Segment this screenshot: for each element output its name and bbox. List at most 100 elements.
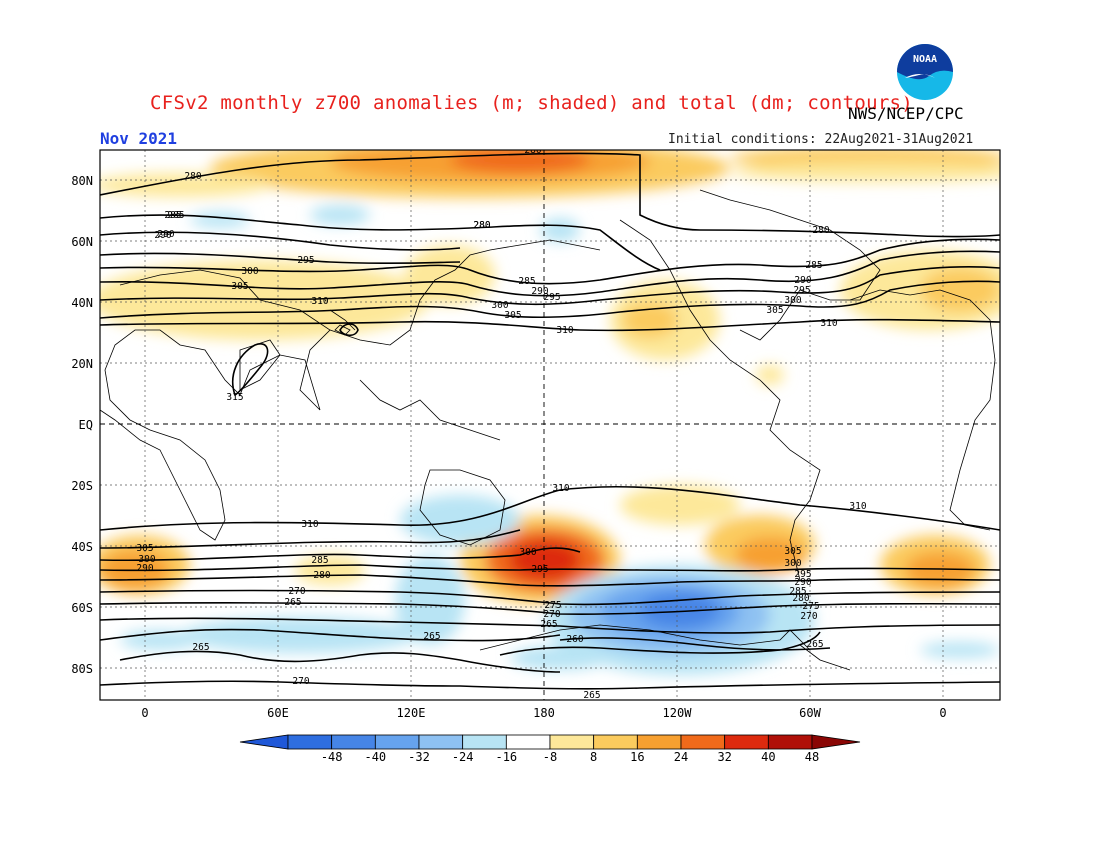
contour-label: 295 (297, 255, 314, 266)
contour-label: 295 (794, 569, 811, 580)
contour-label: 265 (284, 597, 301, 608)
contour-label: 305 (766, 305, 783, 316)
contour-label: 310 (849, 501, 866, 512)
contour-label: 275 (544, 600, 561, 611)
contour-label: 285 (518, 276, 535, 287)
contour-label: 310 (556, 325, 573, 336)
contour-labels: 280 285 290 295 300 305 310 315 280 285 … (136, 145, 866, 701)
contour-label: 300 (491, 300, 508, 311)
contour-label: 265 (192, 642, 209, 653)
forecast-month: Nov 2021 (100, 129, 178, 148)
contour-label: 290 (531, 286, 548, 297)
colorbar-tick-label: -32 (408, 750, 430, 764)
contour-label: 285 (789, 586, 806, 597)
colorbar-tick-label: -24 (452, 750, 474, 764)
colorbar-tick-label: 16 (630, 750, 644, 764)
colorbar-swatch (374, 734, 420, 750)
colorbar-tick-label: 48 (805, 750, 819, 764)
colorbar-swatch (724, 734, 769, 750)
contour-label: 270 (288, 586, 305, 597)
lon-label: 120W (663, 706, 693, 720)
noaa-logo-icon: NOAA (894, 41, 956, 103)
contour-label: 305 (136, 543, 153, 554)
contour-label: 280 (524, 145, 541, 156)
colorbar-tick-label: -16 (495, 750, 517, 764)
contour-label: 310 (301, 519, 318, 530)
lon-label: 60E (267, 706, 289, 720)
map-frame (99, 149, 1001, 701)
contour-label: 300 (784, 295, 801, 306)
colorbar-swatch (549, 734, 595, 750)
lon-label: 180 (533, 706, 555, 720)
contour-label: 265 (540, 619, 557, 630)
contour-label: 280 (792, 593, 809, 604)
contour-label: 265 (583, 690, 600, 701)
agency-label: NWS/NCEP/CPC (848, 104, 964, 123)
lat-label: 80N (71, 174, 93, 188)
contour-label: 310 (820, 318, 837, 329)
contour-label: 300 (241, 266, 258, 277)
colorbar-tick-label: -48 (321, 750, 343, 764)
colorbar-swatch (462, 734, 507, 750)
colorbar-swatch (680, 734, 726, 750)
lat-label: 40S (71, 540, 93, 554)
lon-label: 0 (939, 706, 946, 720)
colorbar-arrow-low (239, 734, 289, 750)
contour-label: 295 (793, 285, 810, 296)
contour-label: 300 (784, 558, 801, 569)
contour-label: 300 (519, 547, 536, 558)
map-title: CFSv2 monthly z700 anomalies (m; shaded)… (150, 92, 914, 114)
colorbar-swatch (418, 734, 464, 750)
contour-label: 285 (167, 210, 184, 221)
contour-label: 305 (504, 310, 521, 321)
lon-label: 0 (141, 706, 148, 720)
contour-label: 285 (805, 260, 822, 271)
contour-label: 270 (292, 676, 309, 687)
contour-label: 280 (473, 220, 490, 231)
colorbar-swatch (505, 734, 551, 750)
lat-label: 20N (71, 357, 93, 371)
coastlines (100, 189, 996, 671)
contour-label: 290 (794, 577, 811, 588)
reference-lines (100, 150, 1000, 700)
colorbar-tick-label: -40 (364, 750, 386, 764)
colorbar-swatch (287, 734, 333, 750)
lat-label: 40N (71, 296, 93, 310)
contour-label: 305 (231, 281, 248, 292)
contour-label: 290 (157, 229, 174, 240)
contour-label: 295 (531, 564, 548, 575)
contour-label: 280 (473, 220, 490, 231)
contour-label: 285 (311, 555, 328, 566)
colorbar-tick-label: 24 (674, 750, 688, 764)
contour-label: 280 (184, 171, 201, 182)
lat-label: 80S (71, 662, 93, 676)
contour-label: 285 (164, 210, 181, 221)
grid-lines (100, 150, 1000, 700)
contour-label: 290 (154, 230, 171, 241)
colorbar-tick-label: -8 (543, 750, 557, 764)
contour-label: 270 (543, 609, 560, 620)
contour-label: 305 (784, 546, 801, 557)
noaa-logo-text: NOAA (913, 54, 937, 65)
contour-label: 310 (311, 296, 328, 307)
colorbar-tick-label: 8 (590, 750, 597, 764)
lat-label: 60N (71, 235, 93, 249)
lat-label: EQ (79, 418, 93, 432)
contour-label: 280 (812, 225, 829, 236)
contour-label: 265 (806, 639, 823, 650)
contour-label: 310 (552, 483, 569, 494)
contour-label: 280 (313, 570, 330, 581)
colorbar: -48 -40 -32 -24 -16 -8 8 16 24 32 40 48 (239, 734, 861, 764)
contour-label: 295 (543, 292, 560, 303)
contour-label: 290 (794, 275, 811, 286)
height-contours (100, 152, 1000, 690)
contour-label: 290 (136, 563, 153, 574)
map-area: 280 285 290 295 300 305 310 315 280 285 … (100, 145, 1000, 701)
contour-label: 270 (800, 611, 817, 622)
contour-label: 260 (566, 634, 583, 645)
lon-label: 120E (397, 706, 426, 720)
contour-label: 275 (802, 601, 819, 612)
latitude-labels: 80N 60N 40N 20N EQ 20S 40S 60S 80S (71, 174, 93, 676)
lat-label: 60S (71, 601, 93, 615)
